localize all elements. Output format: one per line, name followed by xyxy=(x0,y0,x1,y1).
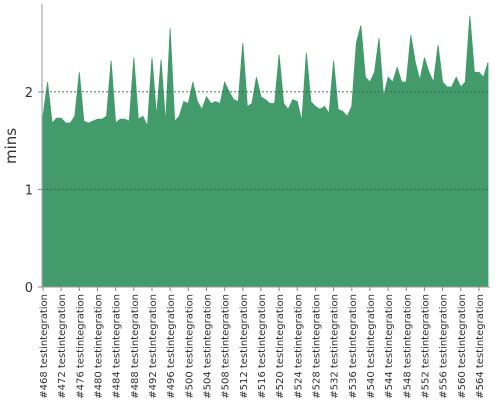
y-tick-label: 1 xyxy=(25,183,33,198)
x-tick-label: #560 testintegration xyxy=(457,294,468,399)
x-tick-label: #516 testintegration xyxy=(257,294,268,399)
x-tick-label: #556 testintegration xyxy=(439,294,450,399)
x-tick-label: #524 testintegration xyxy=(293,294,304,399)
x-tick-label: #504 testintegration xyxy=(202,294,213,399)
y-tick-label: 2 xyxy=(25,86,33,101)
y-tick-label: 0 xyxy=(25,281,33,296)
x-tick-label: #468 testintegration xyxy=(39,294,50,399)
x-tick-label: #552 testintegration xyxy=(420,294,431,399)
x-tick-label: #512 testintegration xyxy=(239,294,250,399)
x-tick-label: #508 testintegration xyxy=(221,294,232,399)
x-tick-label: #492 testintegration xyxy=(148,294,159,399)
x-tick-label: #528 testintegration xyxy=(311,294,322,399)
x-tick-label: #564 testintegration xyxy=(475,294,486,399)
x-tick-label: #548 testintegration xyxy=(402,294,413,399)
x-tick-label: #480 testintegration xyxy=(93,294,104,399)
x-tick-label: #540 testintegration xyxy=(366,294,377,399)
x-tick-label: #496 testintegration xyxy=(166,294,177,399)
x-tick-label: #500 testintegration xyxy=(184,294,195,399)
x-tick-label: #488 testintegration xyxy=(130,294,141,399)
x-tick-label: #532 testintegration xyxy=(330,294,341,399)
x-tick-label: #484 testintegration xyxy=(112,294,123,399)
x-tick-label: #544 testintegration xyxy=(384,294,395,399)
x-tick-label: #476 testintegration xyxy=(75,294,86,399)
x-tick-label: #520 testintegration xyxy=(275,294,286,399)
area xyxy=(42,15,489,288)
x-tick-label: #536 testintegration xyxy=(348,294,359,399)
x-tick-label: #472 testintegration xyxy=(57,294,68,399)
y-axis-label: mins xyxy=(2,128,20,164)
